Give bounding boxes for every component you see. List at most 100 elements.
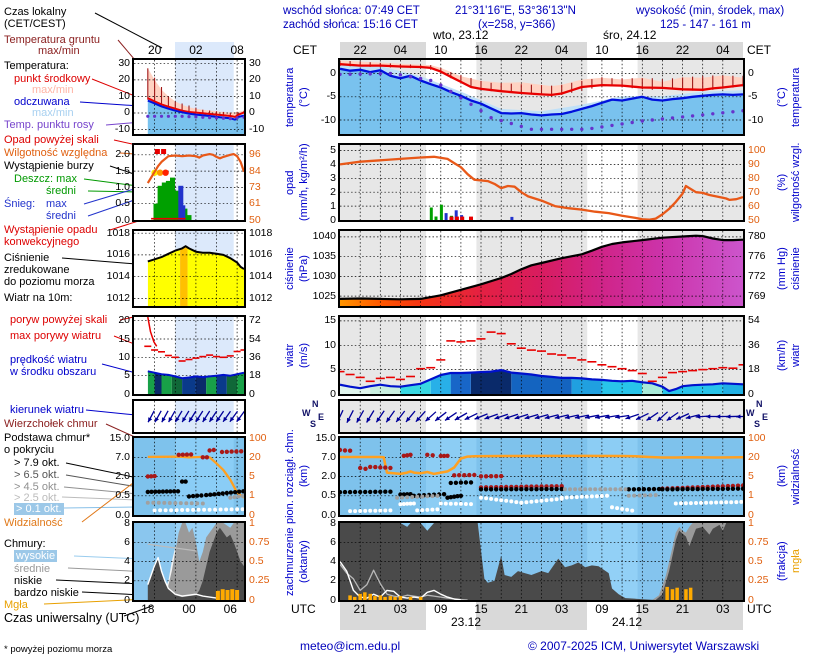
y-tick-right: 769 [748,289,766,302]
y-tick-right: 0.25 [748,574,769,587]
y-tick-left: 15.0 [109,431,130,444]
y-tick-left: 7.0 [115,450,130,463]
left-label: Opad powyżej skali [4,134,99,146]
compass-w-label: W [746,408,755,418]
contact-email-link[interactable]: meteo@icm.edu.pl [300,639,401,653]
utc-tick-label: 21 [675,602,690,616]
compass-w-label: W [302,408,311,418]
y-tick-left: 2.0 [321,470,336,482]
axis-title-right: (km/h) [776,339,788,372]
left-label: max porywy wiatru [10,330,102,342]
y-tick-left: 0 [124,106,130,119]
date-label: 23.12 [450,615,482,629]
left-label: do poziomu morza [4,276,95,288]
y-tick-left: 10 [118,350,130,363]
compass-e-label: E [762,412,769,422]
y-tick-right: 50 [748,213,760,226]
left-label: Temperatura gruntu [4,34,100,46]
y-tick-left: 0 [330,593,336,606]
y-tick-left: 15 [324,314,336,327]
y-tick-right: 0.75 [249,535,270,548]
left-label: średni [46,185,76,197]
y-tick-right: 54 [249,332,261,345]
y-tick-right: 50 [249,213,261,226]
left-label: Mgła [4,599,28,611]
panel-wind [338,315,745,396]
y-tick-right: 1 [748,489,754,502]
axis-title-right: temperatura [790,67,802,127]
y-tick-right: 90 [748,157,760,170]
axis-title-right: (%) [776,173,788,192]
left-label: > 2.5 okt. [14,492,60,504]
left-label: w środku obszaru [10,366,97,378]
y-tick-right: 780 [748,230,766,243]
y-tick-left: 4 [124,555,130,567]
y-tick-left: 1.0 [115,180,130,193]
left-label: zredukowane [4,264,70,276]
y-tick-right: 0 [748,593,754,606]
axis-title-right: (frakcja) [776,541,788,582]
y-tick-right: 72 [249,314,261,327]
y-tick-left: 4 [330,157,336,170]
left-label: Wiatr na 10m: [4,292,73,304]
y-tick-right: 18 [249,369,261,382]
night-shade-top [637,42,743,58]
y-tick-left: 1025 [312,289,336,302]
y-tick-left: 2 [330,185,336,198]
left-label: średni [46,210,76,222]
y-tick-left: 0.5 [321,489,336,502]
cet-tick-label: 22 [353,43,367,57]
panel-mini-wind [132,315,246,396]
y-tick-left: 10 [118,89,130,102]
y-tick-left: 0.0 [115,213,130,226]
y-tick-left: 2.0 [115,470,130,482]
utc-tick-label: 09 [434,602,448,616]
y-tick-right: 776 [748,250,766,263]
panel-mini-pressure [132,229,246,308]
y-tick-left: 15.0 [315,431,336,444]
date-label: 24.12 [611,615,643,629]
y-tick-left: 1035 [312,250,336,263]
y-tick-right: 1 [249,516,255,529]
cet-tick-label: 16 [474,43,488,57]
axis-title-right: wilgotność wzgl. [790,142,802,223]
sunset-time: zachód słońca: 15:16 CET [283,19,418,31]
y-tick-right: 0 [249,593,255,606]
y-tick-right: 5 [748,470,754,482]
y-tick-left: 5 [330,144,336,157]
left-label: Śnieg: [4,198,36,210]
axis-title-left: (oktanty) [298,540,310,583]
y-tick-right: 1018 [249,226,273,239]
compass-e-label: E [318,412,325,422]
axis-title-left: (hPa) [298,255,310,282]
left-label: (CET/CEST) [4,18,66,30]
y-tick-right: 100 [249,431,267,444]
y-tick-left: 8 [124,516,130,529]
utc-tick-label: 21 [514,602,529,616]
y-tick-left: 0 [330,66,336,79]
y-tick-left: 1040 [312,230,336,243]
left-label: średnie [14,563,51,575]
y-tick-left: 20 [118,73,130,86]
axis-title-left: (m/s) [298,342,310,369]
y-tick-left: -10 [320,113,336,126]
left-label: Temp. punktu rosy [4,119,94,131]
cet-axis-label: CET [293,43,317,57]
cet-tick-label: 10 [595,43,609,57]
y-tick-left: 7.0 [321,450,336,463]
axis-title-right: widzialność [790,448,802,505]
left-label: wysokie [14,550,58,562]
utc-axis-label: UTC [291,602,316,616]
night-shade-bottom [476,602,588,630]
panel-wind-direction [338,399,745,434]
axis-title-right: wiatr [790,343,802,368]
y-tick-left: 1030 [312,269,336,282]
y-tick-left: 4 [330,555,336,567]
panel-mini-wind-direction [132,399,246,434]
panel-mini-precipitation [132,143,246,222]
left-label: max/min [38,45,80,57]
y-tick-left: 0.0 [321,508,336,521]
mini-utc-tick-label: 18 [141,602,155,616]
y-tick-right: 80 [748,171,760,184]
